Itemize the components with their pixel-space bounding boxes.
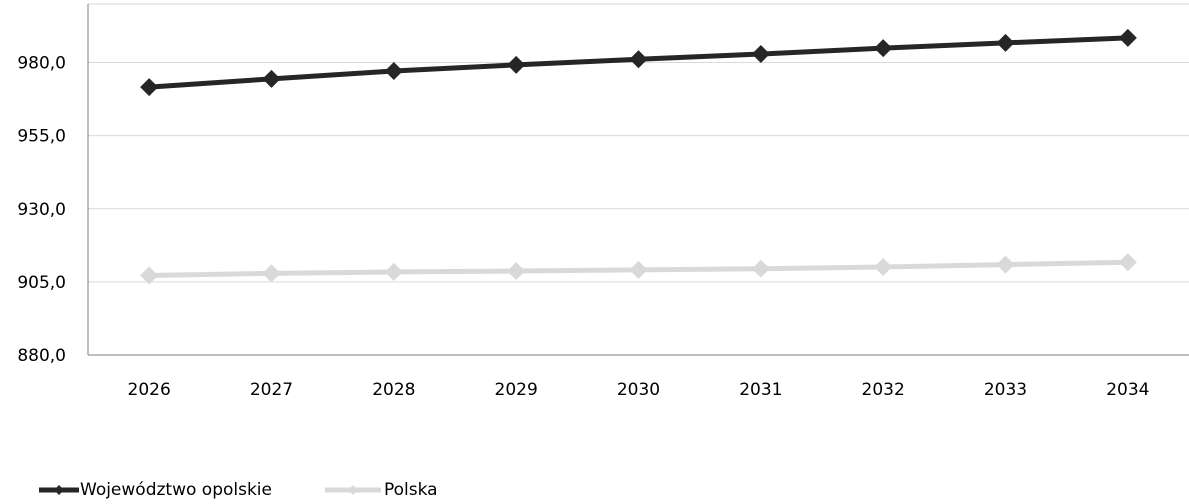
series-0-point [996, 33, 1015, 52]
y-tick-label: 980,0 [17, 54, 66, 74]
x-tick-label: 2029 [495, 380, 538, 400]
series-0-point [507, 55, 526, 74]
x-tick-label: 2032 [862, 380, 905, 400]
series-0-point [751, 45, 770, 64]
y-tick-label: 955,0 [17, 127, 66, 147]
x-tick-label: 2026 [128, 380, 171, 400]
y-tick-label: 905,0 [17, 273, 66, 293]
legend-item-series-1: Polska [324, 480, 438, 500]
series-1-point [384, 262, 403, 281]
series-1-point [507, 262, 526, 281]
legend-swatch-series-0 [39, 485, 79, 495]
y-tick-labels: 880,0 905,0 930,0 955,0 980,0 [17, 54, 66, 367]
series-0-point [629, 50, 648, 69]
series-0-point [874, 39, 893, 58]
series-1-point [1118, 253, 1137, 272]
legend-item-series-0: Województwo opolskie [38, 480, 272, 500]
series-1-point [751, 259, 770, 278]
x-tick-label: 2033 [984, 380, 1027, 400]
x-tick-label: 2031 [739, 380, 782, 400]
legend-label-series-0: Województwo opolskie [80, 480, 272, 500]
x-tick-label: 2027 [250, 380, 293, 400]
series-1-point [874, 257, 893, 276]
y-tick-label: 880,0 [17, 346, 66, 366]
x-tick-label: 2030 [617, 380, 660, 400]
series-layer [140, 28, 1137, 285]
series-0-point [1118, 28, 1137, 47]
series-1-point [629, 260, 648, 279]
series-0-point [384, 61, 403, 80]
legend-label-series-1: Polska [384, 480, 438, 500]
gridlines [88, 3, 1189, 283]
x-tick-label: 2028 [372, 380, 415, 400]
series-1-point [140, 266, 159, 285]
x-tick-labels: 2026 2027 2028 2029 2030 2031 2032 2033 2034 [128, 380, 1150, 400]
y-tick-label: 930,0 [17, 200, 66, 220]
series-1-point [996, 255, 1015, 274]
x-tick-label: 2034 [1106, 380, 1149, 400]
series-0-point [262, 69, 281, 88]
legend: Województwo opolskie Polska [38, 480, 490, 500]
series-1-point [262, 264, 281, 283]
series-0-point [140, 78, 159, 97]
legend-swatch-series-1 [325, 485, 381, 495]
